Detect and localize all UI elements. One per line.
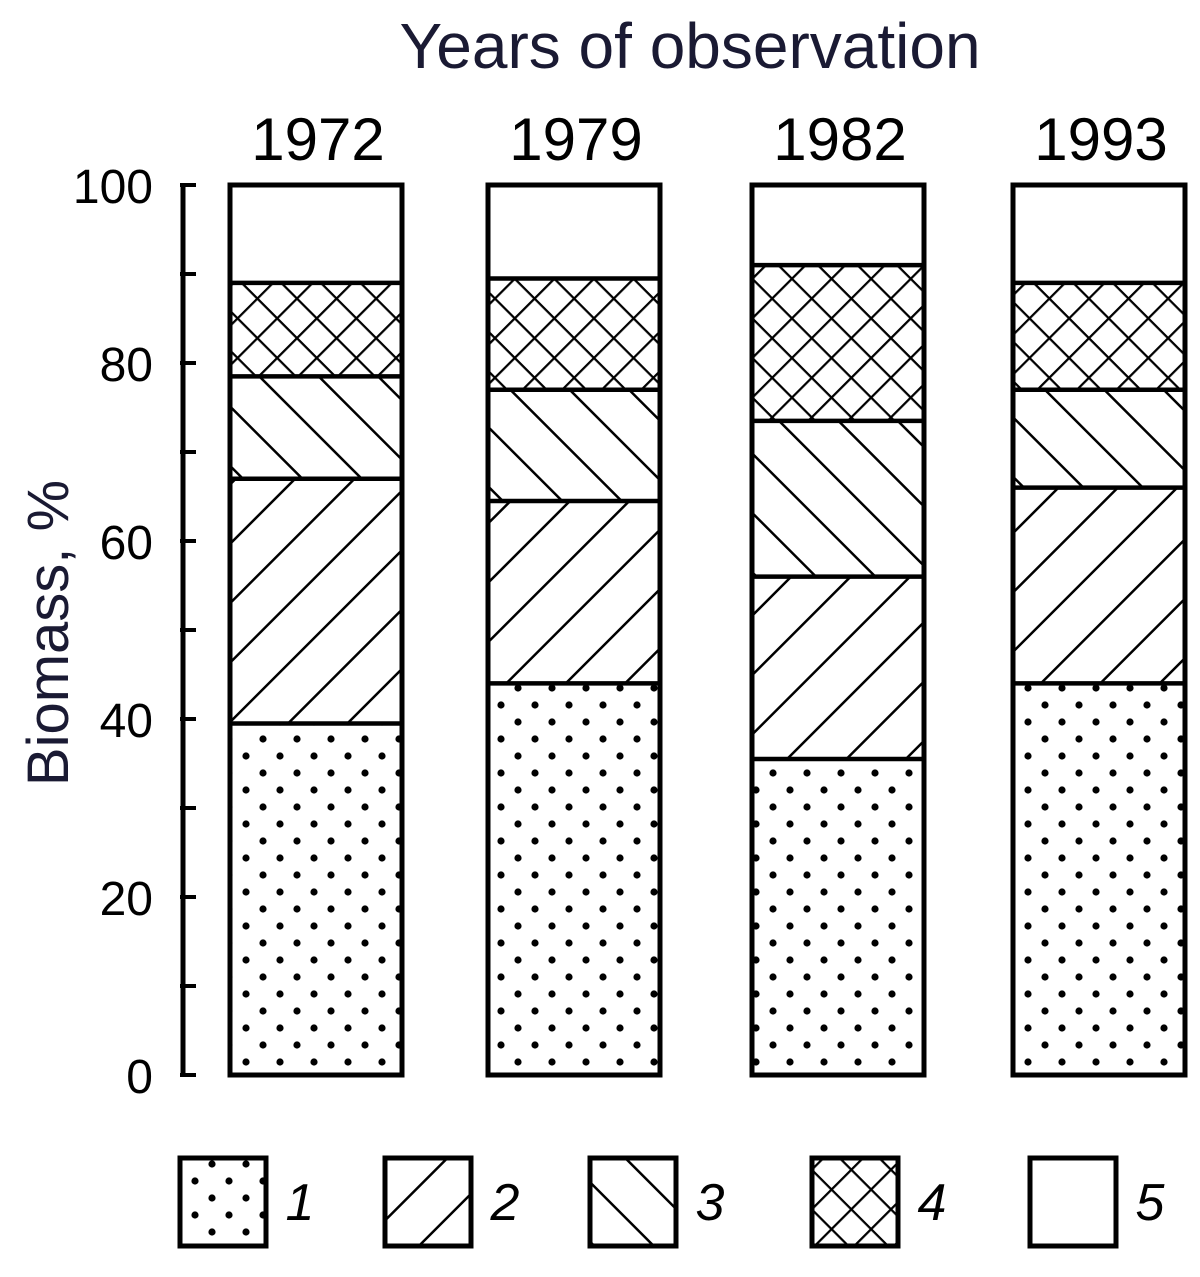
x-tick-label-1972: 1972: [251, 106, 384, 173]
bar-segment-1982-series-5: [752, 185, 924, 266]
legend-swatch-2: [382, 1155, 474, 1249]
x-tick-label-1993: 1993: [1034, 106, 1167, 173]
bar-segment-1982-series-1: [752, 759, 924, 1075]
bar-outline-1982: [749, 182, 927, 1078]
legend-label-1: 1: [286, 1174, 315, 1232]
bar-segment-1993-series-2: [1013, 487, 1185, 684]
legend-swatch-4: [809, 1155, 901, 1249]
x-tick-label-1979: 1979: [509, 106, 642, 173]
legend-item-3: 3: [587, 1155, 725, 1249]
legend-swatch-5: [1027, 1155, 1119, 1249]
bar-segment-1979-series-3: [488, 389, 660, 501]
legend: 1 2 3 4 5: [177, 1155, 1166, 1249]
bar-segment-1982-series-4: [752, 265, 924, 421]
x-tick-label-1982: 1982: [773, 106, 906, 173]
bar-stack-1993: [1010, 182, 1188, 1078]
legend-swatch-1: [177, 1155, 269, 1249]
legend-item-2: 2: [382, 1155, 520, 1249]
bar-segment-1993-series-4: [1013, 282, 1185, 390]
bar-segment-1982-series-2: [752, 576, 924, 760]
y-tick-label: 60: [100, 517, 153, 570]
legend-item-5: 5: [1027, 1155, 1166, 1249]
bar-stack-1979: [485, 182, 663, 1078]
y-tick-label: 40: [100, 695, 153, 748]
bar-outline-1972: [227, 182, 405, 1078]
bar-stack-1972: [227, 182, 405, 1078]
bar-segment-1979-series-5: [488, 185, 660, 279]
bar-segment-1982-series-3: [752, 420, 924, 577]
y-axis: 0 20 40 60 80 100: [73, 161, 196, 1104]
bar-segment-1979-series-4: [488, 278, 660, 390]
bar-segment-1972-series-3: [230, 376, 402, 479]
bar-segment-1972-series-2: [230, 478, 402, 724]
y-tick-label: 20: [100, 873, 153, 926]
legend-label-3: 3: [696, 1174, 725, 1232]
y-axis-label: Biomass, %: [16, 480, 81, 786]
y-tick-label: 80: [100, 339, 153, 392]
bar-segment-1993-series-3: [1013, 389, 1185, 488]
bar-segment-1993-series-1: [1013, 683, 1185, 1075]
legend-swatch-3: [587, 1155, 679, 1249]
legend-label-4: 4: [918, 1174, 947, 1232]
bar-segment-1972-series-4: [230, 282, 402, 377]
legend-label-5: 5: [1136, 1174, 1166, 1232]
legend-item-4: 4: [809, 1155, 947, 1249]
x-tick-labels: 1972 1979 1982 1993: [251, 106, 1167, 173]
bar-outline-1993: [1010, 182, 1188, 1078]
chart-title: Years of observation: [399, 10, 980, 82]
bar-segment-1979-series-1: [488, 683, 660, 1075]
bar-segment-1972-series-1: [230, 723, 402, 1075]
y-tick-label: 0: [126, 1051, 153, 1104]
bar-segment-1993-series-5: [1013, 185, 1185, 283]
bars-group: [227, 182, 1188, 1078]
bar-outline-1979: [485, 182, 663, 1078]
legend-label-2: 2: [490, 1174, 520, 1232]
bar-segment-1979-series-2: [488, 500, 660, 684]
y-tick-label: 100: [73, 161, 153, 214]
bar-stack-1982: [749, 182, 927, 1078]
bar-segment-1972-series-5: [230, 185, 402, 283]
legend-item-1: 1: [177, 1155, 315, 1249]
